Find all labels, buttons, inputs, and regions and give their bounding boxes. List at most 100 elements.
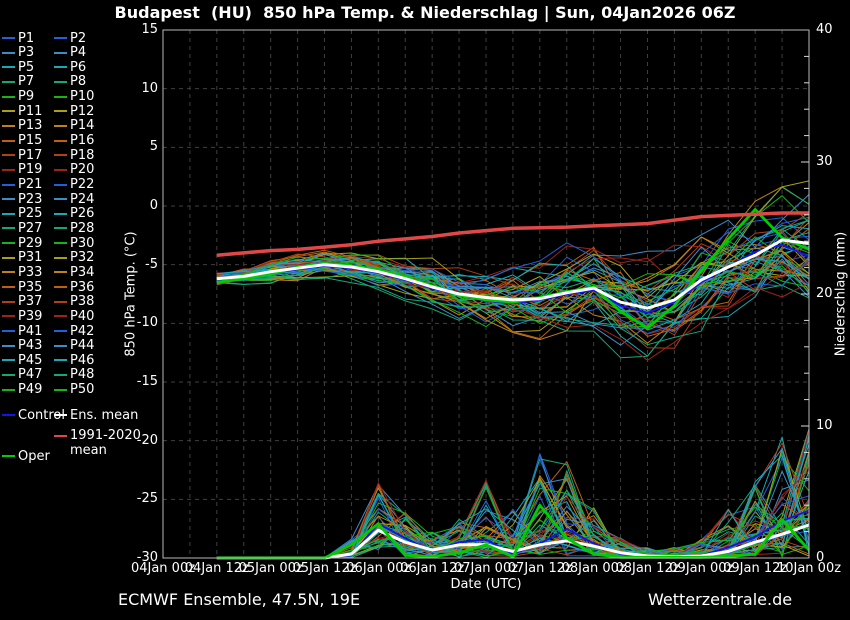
legend-item-p41: P41: [2, 324, 42, 338]
right-axis-title: Niederschlag (mm): [833, 231, 849, 357]
legend-item-p25: P25: [2, 207, 42, 221]
legend-item-p50-swatch: [54, 388, 67, 391]
legend-item-p49-label: P49: [18, 382, 43, 398]
footer-model-info: ECMWF Ensemble, 47.5N, 19E: [118, 590, 361, 609]
legend-item-p9-label: P9: [18, 89, 35, 105]
legend-item-p27: P27: [2, 221, 42, 235]
y-left-tick-label: -25: [136, 491, 158, 507]
legend-item-p33-label: P33: [18, 264, 43, 280]
legend-item-oper-label: Oper: [18, 448, 50, 464]
legend-item-p13-swatch: [2, 124, 15, 127]
legend-item-p3-label: P3: [18, 45, 35, 61]
y-left-tick-label: -10: [136, 315, 158, 331]
legend-item-p9: P9: [2, 90, 34, 104]
legend-item-p1-label: P1: [18, 30, 35, 46]
legend-item-p45: P45: [2, 353, 42, 367]
legend-item-p5: P5: [2, 60, 34, 74]
legend-item-p34-label: P34: [70, 264, 95, 280]
legend-item-p29: P29: [2, 236, 42, 250]
legend-item-p43-label: P43: [18, 338, 43, 354]
legend-item-control: Control: [2, 408, 65, 422]
x-tick-label: 04Jan 00z: [130, 561, 196, 576]
legend-item-p24-swatch: [54, 198, 67, 201]
legend-item-p49: P49: [2, 383, 42, 397]
x-tick-label: 06Jan 12z: [400, 561, 465, 576]
x-tick-label: 09Jan 00z: [669, 561, 734, 576]
legend-item-p6: P6: [54, 60, 86, 74]
legend-item-p33: P33: [2, 265, 42, 279]
legend-item-p18-swatch: [54, 154, 67, 157]
legend-item-p4: P4: [54, 46, 86, 60]
legend-item-p42-label: P42: [70, 323, 95, 339]
x-tick-label: 10Jan 00z: [776, 561, 842, 576]
y-right-tick-label: 40: [816, 22, 833, 37]
legend-item-p44-swatch: [54, 344, 67, 347]
legend-item-p37-swatch: [2, 300, 15, 303]
legend-item-p22-swatch: [54, 183, 67, 186]
legend-item-p8-swatch: [54, 80, 67, 83]
x-tick-label: 04Jan 12z: [184, 561, 249, 576]
legend-item-p35: P35: [2, 280, 42, 294]
legend-item-p15-label: P15: [18, 133, 43, 149]
legend-item-p40-swatch: [54, 315, 67, 318]
legend-item-p8-label: P8: [70, 74, 87, 90]
legend-item-p16-label: P16: [70, 133, 95, 149]
legend-item-p19-label: P19: [18, 162, 43, 178]
x-tick-label: 08Jan 00z: [561, 561, 626, 576]
legend-item-p45-swatch: [2, 359, 15, 362]
legend-item-p47-label: P47: [18, 367, 43, 383]
legend-item-p28: P28: [54, 221, 94, 235]
legend-item-p46-label: P46: [70, 352, 95, 368]
y-left-tick-label: 10: [141, 80, 158, 96]
legend-item-p18-label: P18: [70, 147, 95, 163]
legend-item-clim-mean-label: 1991-2020 mean: [70, 428, 141, 458]
legend-item-p16: P16: [54, 134, 94, 148]
legend-item-ens-mean-swatch: [54, 414, 67, 416]
legend-item-p11-swatch: [2, 110, 15, 113]
legend-item-p11-label: P11: [18, 103, 43, 119]
legend-item-p8: P8: [54, 75, 86, 89]
legend-item-p29-label: P29: [18, 235, 43, 251]
legend-item-p32-swatch: [54, 256, 67, 259]
legend-item-p19-swatch: [2, 168, 15, 171]
legend-item-p3: P3: [2, 46, 34, 60]
legend-item-p16-swatch: [54, 139, 67, 142]
left-axis-title: 850 hPa Temp. (°C): [123, 231, 139, 357]
legend-item-p6-label: P6: [70, 59, 87, 75]
legend-item-p21: P21: [2, 178, 42, 192]
legend-item-p11: P11: [2, 104, 42, 118]
x-tick-label: 06Jan 00z: [346, 561, 411, 576]
legend-item-p48-label: P48: [70, 367, 95, 383]
footer-brand: Wetterzentrale.de: [648, 590, 793, 609]
legend-item-p21-swatch: [2, 183, 15, 186]
legend-item-oper: Oper: [2, 449, 50, 463]
legend-item-p7: P7: [2, 75, 34, 89]
legend-item-p6-swatch: [54, 66, 67, 69]
legend-item-p30-swatch: [54, 242, 67, 245]
legend-item-p17-label: P17: [18, 147, 43, 163]
legend-item-p25-label: P25: [18, 206, 43, 222]
legend-item-oper-swatch: [2, 455, 15, 457]
legend-item-p37-label: P37: [18, 294, 43, 310]
legend-item-p41-label: P41: [18, 323, 43, 339]
legend-item-p38-label: P38: [70, 294, 95, 310]
legend-item-p32-label: P32: [70, 250, 95, 266]
y-left-tick-label: 0: [149, 198, 158, 213]
x-tick-label: 05Jan 00z: [238, 561, 303, 576]
y-right-tick-label: 10: [816, 418, 833, 433]
y-right-tick-label: 20: [816, 286, 833, 301]
legend-item-p14-swatch: [54, 124, 67, 127]
legend-item-p46: P46: [54, 353, 94, 367]
legend-item-p22: P22: [54, 178, 94, 192]
y-left-tick-label: -15: [136, 374, 158, 389]
legend-item-p9-swatch: [2, 95, 15, 98]
legend-item-p36-swatch: [54, 286, 67, 289]
legend-item-p10-label: P10: [70, 89, 95, 105]
legend-item-p40: P40: [54, 309, 94, 323]
x-tick-label: 07Jan 00z: [453, 561, 519, 576]
legend-item-p24: P24: [54, 192, 94, 206]
legend-item-p27-swatch: [2, 227, 15, 230]
legend-item-p26-label: P26: [70, 206, 95, 222]
